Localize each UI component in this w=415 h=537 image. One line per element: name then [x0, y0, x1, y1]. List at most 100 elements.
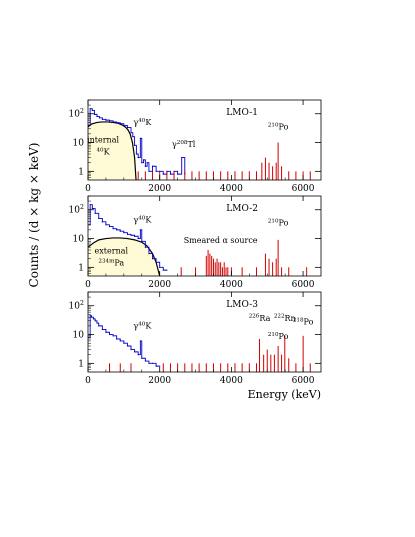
series-2 [109, 335, 311, 372]
annotation: 210Po [268, 218, 289, 227]
x-tick-label: 2000 [148, 280, 171, 290]
data-point [112, 335, 114, 337]
data-point [137, 156, 139, 159]
x-tick-label: 6000 [292, 280, 315, 290]
y-tick-label: 10 [73, 331, 85, 341]
data-point [126, 127, 129, 129]
data-point [146, 162, 148, 164]
y-tick-label: 102 [69, 300, 84, 312]
annotation: γ40K [133, 118, 152, 127]
data-point [141, 162, 143, 164]
fill-label: external [95, 247, 129, 256]
panel-title: LMO-1 [226, 108, 258, 118]
data-point [101, 118, 103, 120]
data-point [96, 322, 98, 324]
data-point [134, 144, 136, 146]
data-point [89, 315, 91, 317]
data-point [123, 232, 125, 234]
data-point [94, 320, 96, 322]
annotation: γ208Tl [172, 140, 196, 149]
data-point [166, 269, 168, 271]
annotation: 222Rn [274, 314, 296, 323]
series-line [88, 108, 186, 175]
data-point [139, 137, 141, 139]
data-point [105, 224, 107, 226]
x-tick-label: 4000 [220, 376, 243, 386]
data-point [112, 228, 114, 230]
data-point [144, 165, 146, 167]
annotation: 226Ra [249, 314, 271, 323]
data-point [108, 225, 111, 228]
data-point [135, 153, 137, 155]
data-point [89, 108, 91, 110]
model-fill [88, 121, 137, 180]
x-tick-label: 4000 [220, 280, 243, 290]
data-point [98, 217, 100, 220]
annotation: 218Po [293, 317, 314, 326]
panel-title: LMO-2 [226, 204, 258, 214]
data-point [151, 258, 154, 260]
data-point [137, 354, 139, 356]
data-point [181, 156, 183, 159]
panel-1: 0 2000 4000 6000 1 10 102 LMO-1 internal 40K γ40K γ… [69, 99, 322, 194]
x-tick-label: 0 [85, 376, 91, 386]
panel-title: LMO-3 [226, 300, 258, 310]
fill-label-isotope: 234mPa [98, 258, 124, 267]
data-point [119, 340, 121, 342]
x-tick-label: 6000 [292, 184, 315, 194]
data-point [98, 117, 101, 119]
panel-frame [87, 195, 322, 277]
data-point [96, 115, 98, 118]
x-tick-label: 2000 [148, 184, 171, 194]
data-point [155, 261, 157, 263]
data-point [116, 122, 118, 124]
x-tick-label: 0 [85, 280, 91, 290]
data-point [148, 170, 150, 172]
data-point [101, 221, 103, 223]
y-tick-label: 10 [73, 235, 85, 245]
y-tick-label: 1 [78, 359, 84, 369]
data-point [119, 123, 121, 125]
fill-label-isotope: 40K [97, 147, 111, 156]
data-point [137, 237, 139, 240]
data-point [139, 229, 141, 231]
data-point [130, 234, 132, 236]
data-point [123, 342, 125, 344]
data-point [159, 266, 161, 268]
y-axis-label: Counts / (d × kg × keV) [27, 143, 41, 288]
series-line [88, 315, 160, 367]
data-point [105, 331, 107, 333]
data-point [130, 348, 132, 351]
data-point [142, 159, 145, 161]
data-point [94, 212, 96, 214]
data-point [123, 124, 125, 127]
data-point [155, 365, 157, 367]
data-point [91, 207, 93, 210]
data-point [112, 121, 114, 123]
annotation: γ40K [133, 215, 152, 224]
x-axis-label: Energy (keV) [248, 388, 321, 401]
data-point [116, 338, 118, 340]
data-point [169, 173, 172, 175]
annotation: Smeared α source [184, 236, 258, 245]
data-point [148, 362, 150, 364]
data-point [126, 233, 129, 235]
fill-label: internal [87, 136, 119, 145]
data-point [134, 351, 136, 353]
data-point [177, 173, 179, 175]
y-tick-label: 1 [78, 263, 84, 273]
y-tick-label: 10 [73, 139, 85, 149]
data-point [116, 229, 118, 231]
series-2 [137, 142, 311, 180]
data-point [91, 109, 93, 112]
y-tick-label: 102 [69, 108, 84, 120]
data-point [89, 204, 91, 206]
model-fill [88, 237, 160, 276]
series-1 [88, 315, 161, 367]
data-point [148, 252, 150, 255]
annotation: 210Po [268, 332, 289, 341]
data-point [119, 230, 121, 232]
series-line [88, 204, 167, 271]
y-tick-label: 102 [69, 204, 84, 216]
